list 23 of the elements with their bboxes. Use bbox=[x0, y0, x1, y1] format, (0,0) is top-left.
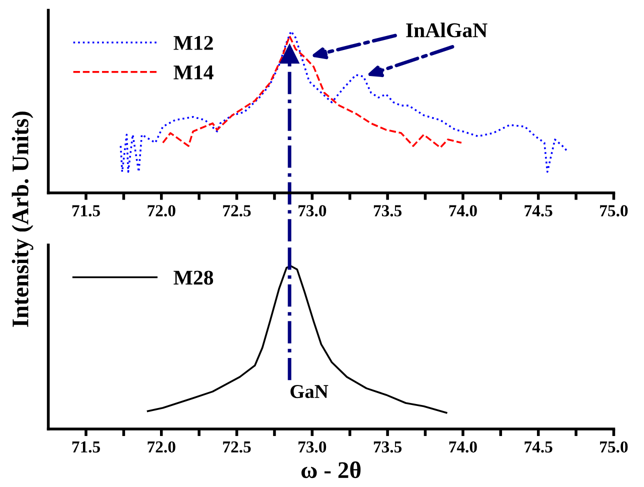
legend-label: M14 bbox=[174, 65, 214, 80]
ref-line-label: GaN bbox=[290, 385, 328, 398]
x-tick-label: 72.5 bbox=[223, 205, 251, 216]
x-axis-title: ω - 2θ bbox=[301, 461, 361, 478]
x-tick-label: 74.0 bbox=[449, 441, 477, 453]
x-tick-label: 71.5 bbox=[72, 441, 100, 453]
x-tick-label: 72.0 bbox=[148, 205, 176, 216]
x-tick-label: 73.5 bbox=[374, 205, 402, 216]
x-tick-label: 72.5 bbox=[223, 441, 251, 453]
x-tick-label: 73.0 bbox=[298, 441, 326, 453]
x-tick-label: 74.5 bbox=[524, 205, 552, 216]
legend-label: M12 bbox=[174, 36, 213, 50]
x-tick-label: 75.0 bbox=[600, 441, 628, 453]
x-tick-label: 74.0 bbox=[449, 205, 477, 216]
x-tick-label: 71.5 bbox=[72, 205, 100, 216]
x-tick-label: 73.0 bbox=[298, 205, 326, 216]
legend-label: M28 bbox=[174, 270, 214, 285]
x-tick-label: 75.0 bbox=[600, 205, 628, 216]
x-tick-label: 74.5 bbox=[524, 441, 552, 453]
x-tick-label: 73.5 bbox=[374, 441, 402, 453]
y-axis-title: Intensity (Arb. Units) bbox=[12, 112, 34, 327]
x-tick-label: 72.0 bbox=[148, 441, 176, 453]
annotation: InAlGaN bbox=[406, 22, 488, 38]
